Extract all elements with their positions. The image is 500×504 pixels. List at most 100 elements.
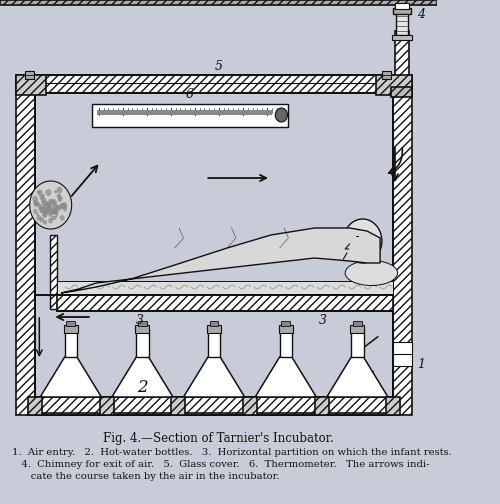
Circle shape [39, 206, 45, 213]
Circle shape [40, 207, 45, 213]
Circle shape [48, 199, 53, 204]
Circle shape [43, 205, 46, 209]
Circle shape [36, 215, 41, 220]
Bar [352, 329, 364, 357]
Circle shape [56, 206, 60, 212]
Circle shape [42, 194, 44, 198]
Circle shape [48, 212, 52, 217]
Bar [100, 397, 114, 415]
Text: 6: 6 [186, 89, 194, 101]
Bar [382, 71, 390, 79]
Circle shape [45, 204, 51, 211]
Bar [392, 87, 412, 97]
Circle shape [34, 202, 38, 207]
Circle shape [57, 194, 62, 199]
Bar [353, 321, 362, 326]
Circle shape [38, 190, 43, 196]
Circle shape [48, 218, 53, 224]
Circle shape [51, 199, 57, 206]
Circle shape [44, 204, 46, 207]
Ellipse shape [345, 261, 398, 285]
Circle shape [40, 194, 44, 200]
Bar [35, 93, 393, 415]
Bar [0, 0, 437, 5]
Circle shape [58, 196, 62, 201]
Bar [28, 397, 42, 415]
Circle shape [33, 209, 38, 214]
Text: 1: 1 [417, 357, 425, 370]
Text: cate the course taken by the air in the incubator.: cate the course taken by the air in the … [12, 472, 280, 481]
Circle shape [43, 220, 47, 225]
Polygon shape [112, 357, 173, 397]
Circle shape [56, 187, 62, 194]
Circle shape [38, 204, 43, 209]
Bar [314, 397, 328, 415]
Text: 3: 3 [320, 314, 328, 328]
Bar [393, 75, 412, 415]
Text: 3: 3 [136, 314, 144, 328]
Circle shape [58, 198, 61, 202]
Polygon shape [61, 228, 380, 293]
Circle shape [32, 196, 38, 202]
Circle shape [44, 209, 47, 213]
Bar [16, 75, 35, 415]
Polygon shape [40, 357, 102, 397]
Bar [278, 325, 292, 333]
Bar [57, 281, 393, 295]
Circle shape [58, 194, 60, 198]
Polygon shape [344, 219, 382, 263]
Circle shape [33, 200, 38, 206]
Circle shape [36, 213, 39, 216]
Bar [64, 329, 77, 357]
Bar [35, 397, 393, 413]
Circle shape [46, 206, 52, 212]
Bar [395, 3, 409, 9]
Bar [207, 325, 221, 333]
Bar [66, 321, 75, 326]
Circle shape [51, 207, 57, 214]
Bar [64, 325, 78, 333]
Bar [243, 397, 257, 415]
Circle shape [44, 207, 51, 214]
Circle shape [54, 211, 57, 215]
Bar [50, 235, 57, 309]
Bar [136, 325, 149, 333]
Bar [208, 329, 220, 357]
Circle shape [60, 215, 64, 221]
Bar [136, 329, 148, 357]
Circle shape [54, 216, 56, 220]
Circle shape [50, 199, 55, 205]
Circle shape [54, 190, 57, 194]
Circle shape [36, 202, 40, 206]
Bar [92, 104, 288, 127]
Text: 4: 4 [417, 9, 425, 22]
Text: 5: 5 [214, 60, 222, 74]
Text: 1.  Air entry.   2.  Hot-water bottles.   3.  Horizontal partition on which the : 1. Air entry. 2. Hot-water bottles. 3. H… [12, 448, 452, 457]
Circle shape [63, 207, 67, 212]
Circle shape [52, 216, 55, 220]
Circle shape [45, 211, 48, 215]
Bar [138, 321, 147, 326]
Bar [35, 397, 393, 415]
Bar [280, 329, 292, 357]
Circle shape [58, 205, 62, 210]
Circle shape [46, 201, 50, 206]
Circle shape [55, 214, 58, 217]
Circle shape [37, 190, 40, 194]
Bar [282, 321, 290, 326]
Text: 2: 2 [137, 379, 147, 396]
Circle shape [49, 209, 54, 215]
Circle shape [59, 203, 64, 209]
Circle shape [46, 189, 52, 196]
Bar [26, 71, 34, 79]
Circle shape [275, 108, 287, 122]
Polygon shape [184, 357, 244, 397]
Bar [376, 75, 412, 95]
Circle shape [46, 203, 52, 210]
Polygon shape [30, 181, 72, 229]
Bar [393, 342, 412, 366]
Circle shape [61, 203, 66, 209]
Bar [16, 75, 46, 95]
Polygon shape [327, 357, 388, 397]
Text: Fig. 4.—Section of Tarnier's Incubator.: Fig. 4.—Section of Tarnier's Incubator. [103, 432, 334, 445]
